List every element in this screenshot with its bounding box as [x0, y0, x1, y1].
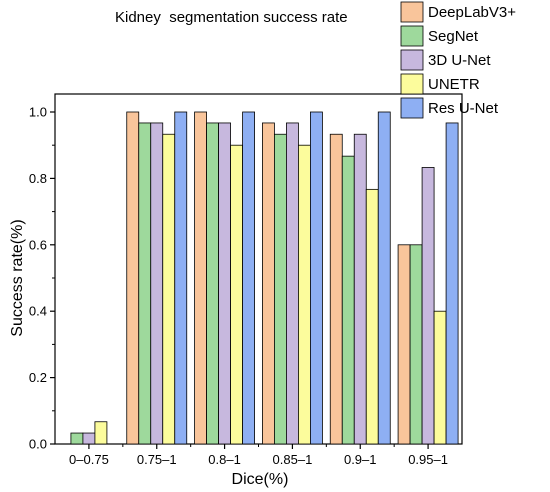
- bar-3d-u-net-0: [82, 432, 96, 445]
- y-tick-label: 0.6: [29, 237, 47, 252]
- plot-area: 0.0 0.2 0.4 0.6 0.8 1.0 0–0.75 0.75–1 0.8–1 0.85–…: [29, 93, 463, 467]
- bar-deeplabv3--2: [194, 111, 207, 445]
- bar-unetr-5: [433, 310, 447, 445]
- chart-title: Kidney segmentation success rate: [115, 9, 348, 26]
- legend-swatch: [400, 97, 424, 119]
- legend-label: 3D U-Net: [428, 52, 491, 69]
- legend-swatch: [400, 73, 424, 95]
- x-axis-label: Dice(%): [232, 471, 289, 488]
- legend-label: SegNet: [428, 28, 479, 45]
- bar-3d-u-net-2: [218, 122, 231, 445]
- bar-3d-u-net-4: [353, 133, 367, 445]
- y-tick-label: 0.2: [29, 370, 47, 385]
- bar-3d-u-net-1: [150, 122, 164, 445]
- legend-label: DeepLabV3+: [428, 4, 516, 21]
- bar-unetr-1: [162, 133, 176, 445]
- bar-deeplabv3--1: [126, 111, 140, 445]
- bar-3d-u-net-3: [286, 122, 299, 445]
- bar-unetr-0: [94, 421, 108, 445]
- bar-res-u-net-3: [310, 111, 323, 445]
- bar-unetr-3: [298, 144, 311, 445]
- y-tick-label: 0.4: [29, 304, 47, 319]
- bar-deeplabv3--4: [329, 133, 343, 445]
- bar-segnet-3: [274, 133, 287, 445]
- bar-3d-u-net-5: [421, 167, 435, 445]
- y-tick-label: 0.0: [29, 437, 47, 452]
- bar-segnet-1: [138, 122, 152, 445]
- bar-unetr-4: [365, 188, 379, 445]
- bar-deeplabv3--5: [397, 244, 411, 445]
- legend: DeepLabV3+ SegNet 3D U-Net UNETR Res U-Net: [400, 1, 516, 119]
- y-tick-label: 1.0: [29, 105, 47, 120]
- x-tick-label: 0.75–1: [137, 452, 177, 467]
- legend-swatch: [400, 1, 424, 23]
- bar-segnet-2: [206, 122, 219, 445]
- bar-segnet-0: [70, 432, 84, 445]
- bar-res-u-net-1: [174, 111, 188, 445]
- bar-res-u-net-4: [377, 111, 391, 445]
- legend-label: UNETR: [428, 76, 480, 93]
- x-tick-label: 0.9–1: [344, 452, 377, 467]
- bar-res-u-net-5: [445, 122, 459, 445]
- bar-res-u-net-2: [242, 111, 255, 445]
- x-tick-label: 0.85–1: [273, 452, 313, 467]
- legend-swatch: [400, 49, 424, 71]
- bar-segnet-5: [409, 244, 423, 445]
- x-tick-label: 0.8–1: [208, 452, 241, 467]
- legend-swatch: [400, 25, 424, 47]
- bar-deeplabv3--3: [262, 122, 275, 445]
- x-tick-label: 0–0.75: [69, 452, 109, 467]
- bar-unetr-2: [230, 144, 243, 445]
- y-tick-label: 0.8: [29, 171, 47, 186]
- legend-label: Res U-Net: [428, 100, 499, 117]
- y-axis-label: Success rate(%): [9, 219, 26, 336]
- x-tick-label: 0.95–1: [408, 452, 448, 467]
- bar-segnet-4: [341, 155, 355, 445]
